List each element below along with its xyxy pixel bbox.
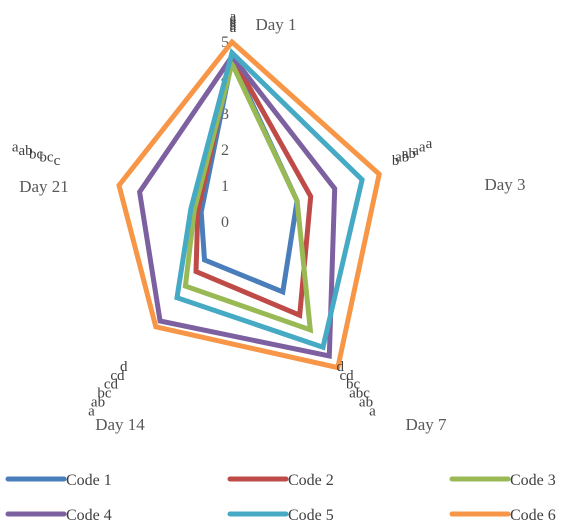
tick-label: 1 [221,178,229,195]
axis-label-day-21: Day 21 [19,177,69,196]
significance-letter: bc [39,150,54,166]
significance-letter: a [230,20,237,36]
legend-label-code-1: Code 1 [66,472,112,489]
legend-label-code-5: Code 5 [288,507,334,523]
significance-letter: d [336,359,344,375]
series-line-code-6 [116,38,382,371]
significance-letter: abc [349,386,370,402]
significance-letter: a [230,13,237,29]
significance-letter: ab [359,395,373,411]
series-line-code-5 [174,48,365,351]
tick-label: 3 [221,106,229,123]
significance-letter: a [412,143,419,159]
significance-letter: cd [110,368,125,384]
axis-label-day-3: Day 3 [484,175,525,194]
significance-letter: ab [395,150,409,166]
significance-letter: a [230,16,237,32]
significance-letter: a [12,140,19,156]
significance-letter: a [230,9,237,25]
series-line-code-3 [182,56,314,334]
axis-label-day-14: Day 14 [95,415,145,434]
axis-category-labels: Day 1 Day 3 Day 7 Day 14 Day 21 [19,15,525,434]
legend-label-code-4: Code 4 [66,507,112,523]
significance-letter: c [54,153,61,169]
tick-label: 2 [221,142,229,159]
axis-label-day-1: Day 1 [255,15,296,34]
tick-label: 5 [221,34,229,51]
series-lines [116,38,382,371]
significance-letter: a [88,403,95,419]
legend: Code 1 Code 2 Code 3 Code 4 Code 5 Code 6 [5,472,556,523]
significance-letter: bc [97,386,112,402]
significance-letter: a [369,403,376,419]
significance-letter: d [120,359,128,375]
legend-label-code-2: Code 2 [288,472,334,489]
axis-label-day-7: Day 7 [405,415,447,434]
significance-letter: a [230,11,237,27]
significance-letter: bc [346,377,361,393]
significance-letter: b [392,153,400,169]
significance-letter: bc [29,146,44,162]
legend-label-code-6: Code 6 [510,507,556,523]
significance-letter: ab [19,143,33,159]
series-line-code-4 [136,52,338,360]
significance-letter: a [426,136,433,152]
legend-label-code-3: Code 3 [510,472,556,489]
significance-letter: cd [104,377,119,393]
significance-letter: a [230,18,237,34]
significance-letter: cd [340,368,355,384]
series-line-code-2 [193,49,314,319]
significance-letter: a [419,139,426,155]
significance-letter: ab [402,146,416,162]
tick-label: 0 [221,214,229,231]
significance-letter: ab [91,395,105,411]
